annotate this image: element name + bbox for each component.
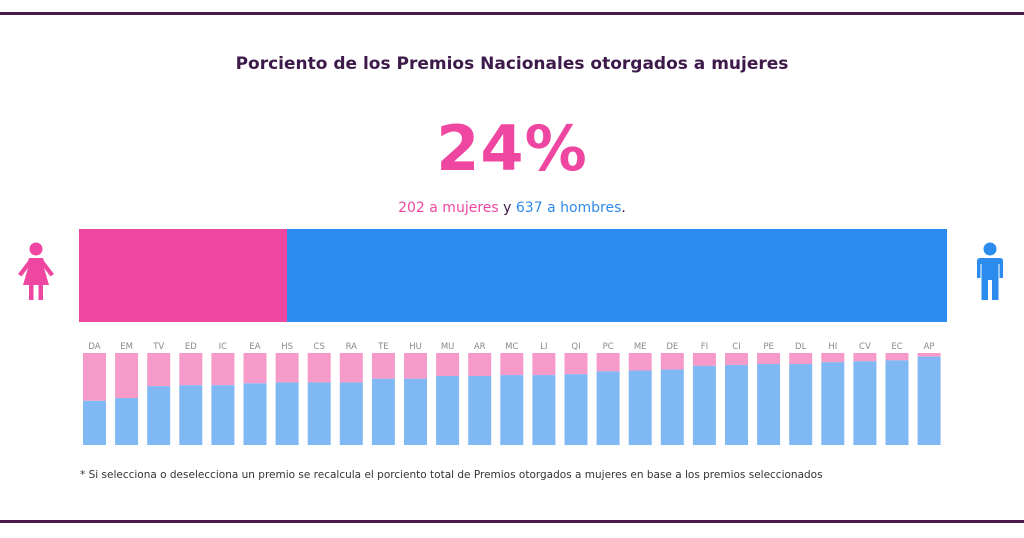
category-label-cs: CS: [314, 342, 325, 352]
men-segment-tv[interactable]: [147, 386, 171, 445]
counts-end: .: [621, 200, 626, 216]
women-segment-cv[interactable]: [853, 353, 877, 362]
women-segment-em[interactable]: [115, 353, 139, 399]
men-segment-me[interactable]: [628, 370, 652, 445]
category-label-hu: HU: [409, 342, 422, 352]
category-label-da: DA: [88, 342, 100, 352]
men-segment-de[interactable]: [660, 369, 684, 445]
category-label-hs: HS: [281, 342, 293, 352]
category-label-ed: ED: [185, 342, 197, 352]
men-count: 637 a hombres: [515, 200, 622, 216]
women-segment-mc[interactable]: [500, 353, 524, 376]
gender-ratio-bar: [79, 229, 947, 322]
women-segment-hs[interactable]: [275, 353, 299, 383]
women-segment-ra[interactable]: [339, 353, 363, 383]
men-segment-em[interactable]: [115, 398, 139, 445]
women-percentage: 24%: [436, 112, 588, 185]
men-segment-mu[interactable]: [436, 376, 460, 445]
men-segment-fi[interactable]: [692, 365, 716, 445]
category-label-pc: PC: [603, 342, 614, 352]
women-segment-li[interactable]: [532, 353, 556, 376]
women-segment-da[interactable]: [83, 353, 106, 401]
category-label-mc: MC: [505, 342, 518, 352]
women-segment-mu[interactable]: [436, 353, 460, 376]
women-segment-ap[interactable]: [917, 353, 941, 357]
women-segment-te[interactable]: [371, 353, 395, 379]
men-segment-ic[interactable]: [211, 385, 235, 445]
men-segment-mc[interactable]: [500, 375, 524, 445]
men-segment-ap[interactable]: [917, 356, 941, 445]
male-icon: [977, 242, 1003, 300]
category-label-dl: DL: [795, 342, 807, 352]
men-segment-da[interactable]: [83, 400, 106, 445]
women-segment-me[interactable]: [628, 353, 652, 371]
men-segment-ar[interactable]: [468, 376, 492, 445]
men-segment-hs[interactable]: [275, 382, 299, 445]
men-segment-li[interactable]: [532, 375, 556, 445]
category-label-ec: EC: [891, 342, 902, 352]
category-label-fi: FI: [701, 342, 708, 352]
women-count: 202 a mujeres: [398, 200, 499, 216]
category-label-qi: QI: [571, 342, 580, 352]
bottom-divider: [0, 520, 1024, 523]
men-segment-ci[interactable]: [725, 364, 748, 445]
women-segment-qi[interactable]: [564, 353, 588, 375]
men-segment-ra[interactable]: [339, 382, 363, 445]
men-segment-ec[interactable]: [885, 360, 909, 445]
category-label-tv: TV: [152, 342, 164, 352]
women-segment-de[interactable]: [660, 353, 684, 370]
category-label-li: LI: [540, 342, 547, 352]
women-segment-tv[interactable]: [147, 353, 171, 387]
women-segment-dl[interactable]: [789, 353, 813, 365]
footnote: * Si selecciona o deselecciona un premio…: [80, 469, 823, 481]
women-segment-ec[interactable]: [885, 353, 909, 361]
awards-breakdown-chart: DA EM TV ED IC EA HS CS RA TE HU MU AR MC LI QI PC ME DE FI…: [83, 342, 941, 445]
men-segment-ed[interactable]: [179, 385, 203, 445]
category-label-te: TE: [377, 342, 389, 352]
category-label-em: EM: [120, 342, 133, 352]
men-segment-qi[interactable]: [564, 374, 588, 445]
men-segment-ea[interactable]: [243, 383, 267, 445]
counts-summary: 202 a mujeres y 637 a hombres.: [0, 200, 1024, 216]
women-segment-pc[interactable]: [596, 353, 620, 372]
men-segment-hu[interactable]: [404, 378, 427, 445]
category-label-ic: IC: [219, 342, 228, 352]
category-label-ci: CI: [732, 342, 740, 352]
women-segment-ci[interactable]: [725, 353, 748, 365]
category-label-pe: PE: [763, 342, 774, 352]
category-label-de: DE: [666, 342, 678, 352]
category-label-ap: AP: [924, 342, 935, 352]
category-label-ra: RA: [346, 342, 358, 352]
men-segment-cv[interactable]: [853, 361, 877, 445]
women-segment-hi[interactable]: [821, 353, 845, 363]
women-segment-ea[interactable]: [243, 353, 267, 384]
men-segment-pe[interactable]: [757, 364, 781, 445]
category-label-me: ME: [634, 342, 647, 352]
chart-title: Porciento de los Premios Nacionales otor…: [235, 54, 789, 74]
men-segment-dl[interactable]: [789, 364, 813, 445]
women-segment-ic[interactable]: [211, 353, 235, 386]
men-segment-pc[interactable]: [596, 371, 620, 445]
category-label-mu: MU: [441, 342, 455, 352]
men-segment-cs[interactable]: [307, 382, 331, 445]
category-label-ea: EA: [249, 342, 260, 352]
category-label-hi: HI: [828, 342, 837, 352]
women-segment-pe[interactable]: [757, 353, 781, 365]
category-label-ar: AR: [474, 342, 486, 352]
women-segment-ed[interactable]: [179, 353, 203, 386]
category-label-cv: CV: [859, 342, 871, 352]
women-share-segment: [79, 229, 288, 322]
women-segment-hu[interactable]: [404, 353, 427, 379]
women-segment-ar[interactable]: [468, 353, 492, 376]
female-icon: [18, 242, 54, 300]
women-segment-cs[interactable]: [307, 353, 331, 383]
men-segment-te[interactable]: [371, 378, 395, 445]
women-segment-fi[interactable]: [692, 353, 716, 366]
men-segment-hi[interactable]: [821, 362, 845, 445]
counts-connector: y: [503, 200, 512, 216]
top-divider: [0, 12, 1024, 15]
